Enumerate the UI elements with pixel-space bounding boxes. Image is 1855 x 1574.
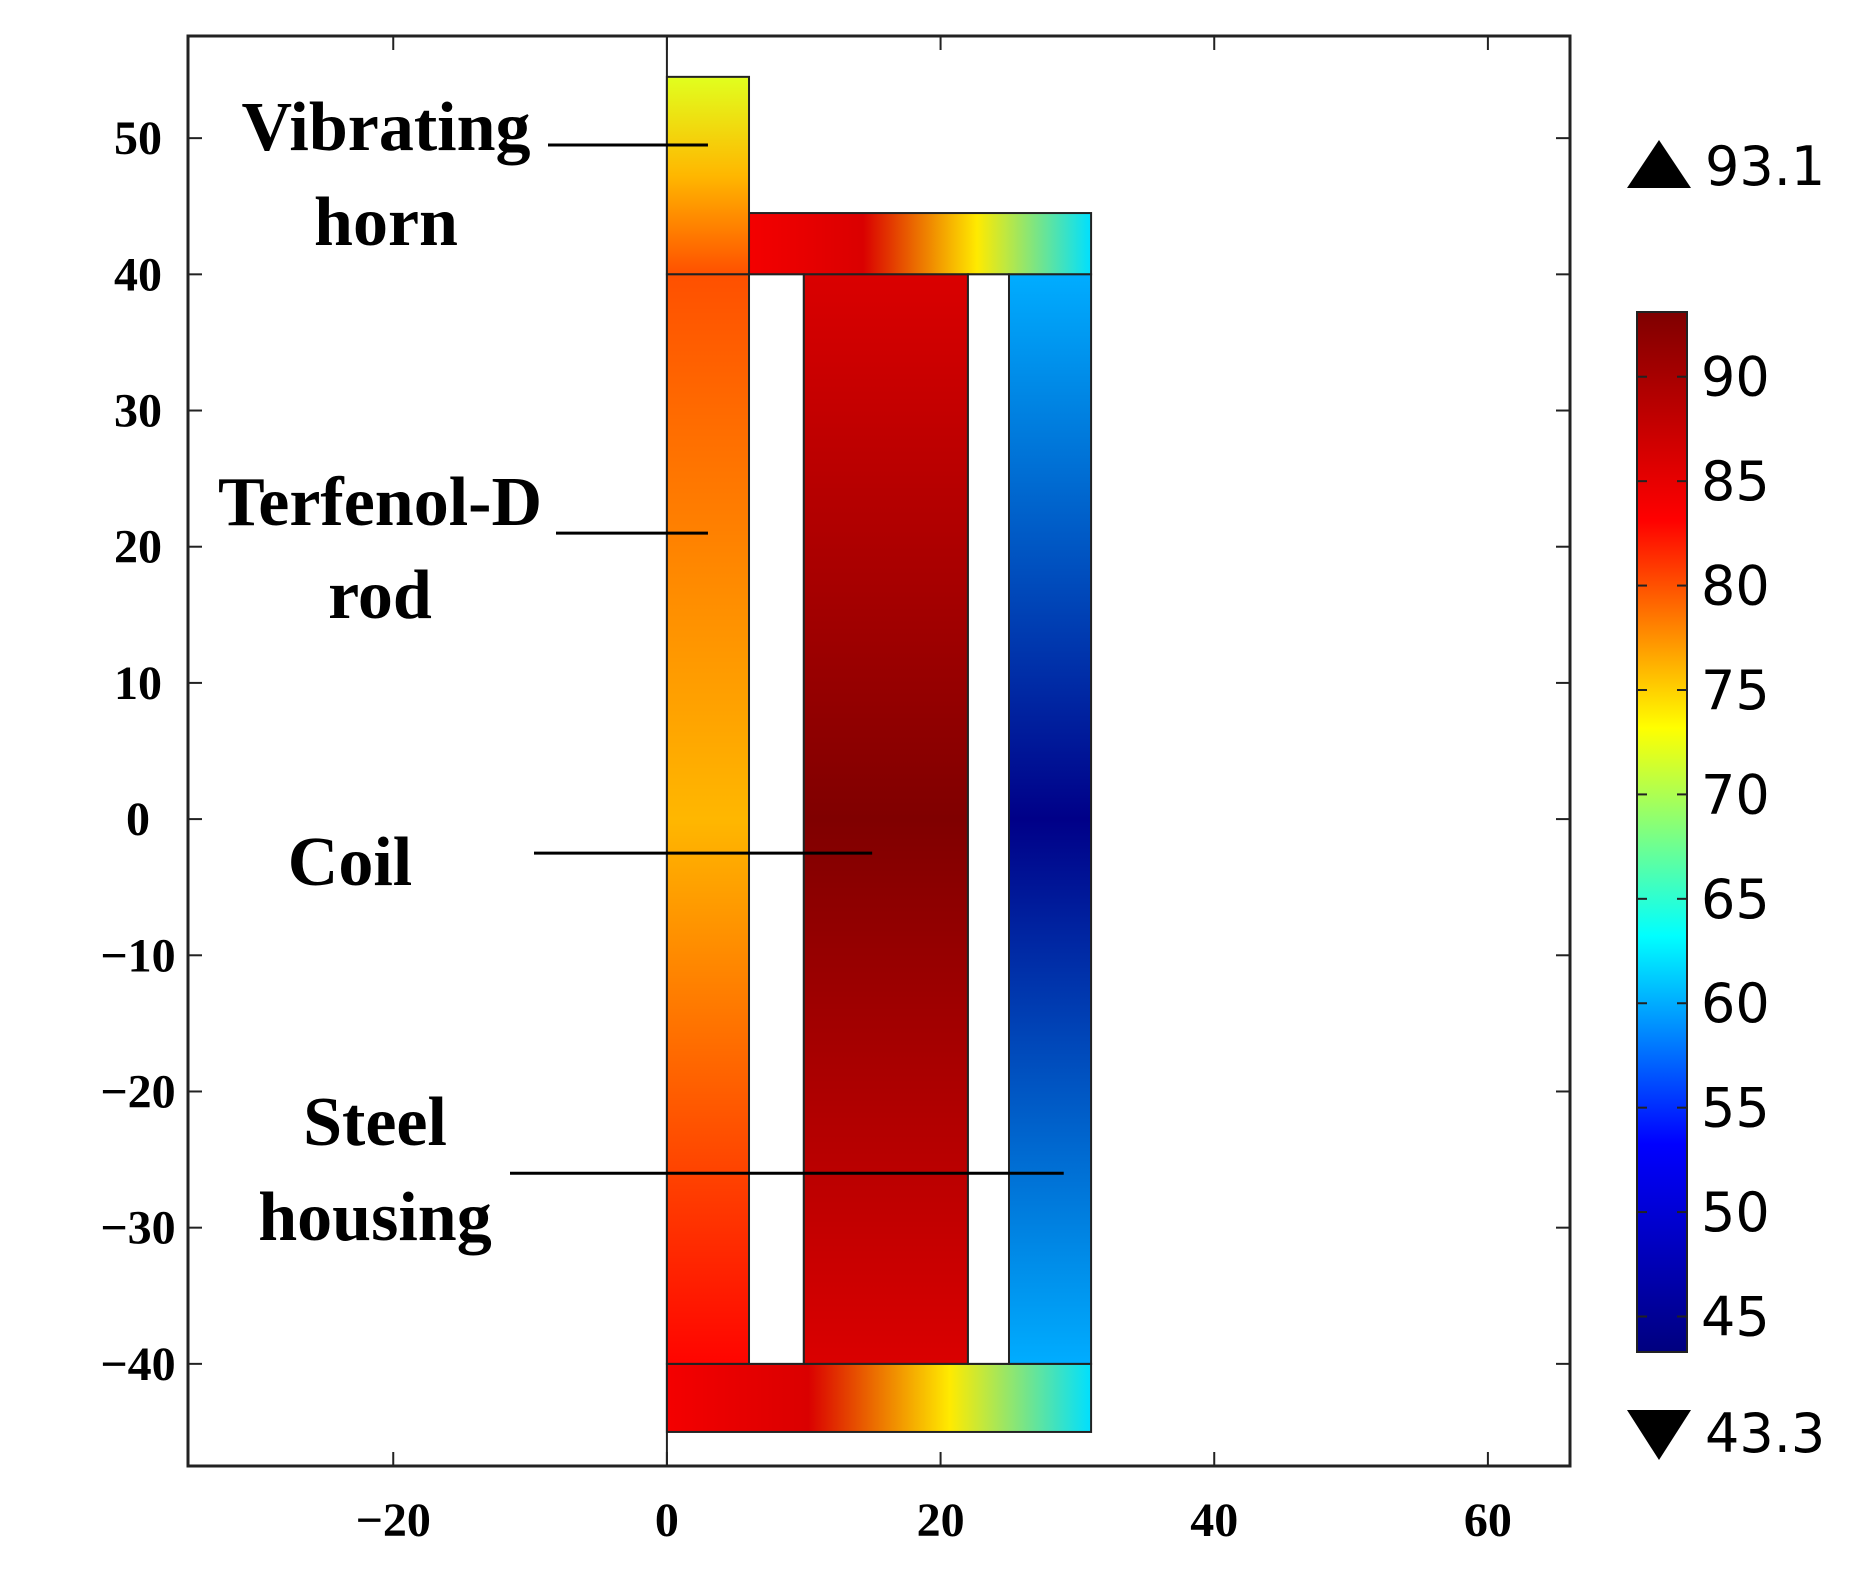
x-tick-label: 60	[1464, 1494, 1512, 1547]
air-gap-outer	[966, 273, 1010, 1365]
colorbar-gradient	[1636, 311, 1688, 1353]
y-tick-label: −10	[100, 929, 175, 982]
colorbar-tick-label: 60	[1701, 972, 1770, 1035]
annotation-coil: Coil	[288, 824, 873, 901]
field-regions	[665, 75, 1093, 1433]
colorbar-ticks: 90 85 80 75 70 65 60 55 50 45	[1637, 346, 1770, 1348]
air-gap-inner	[748, 273, 805, 1365]
y-tick-label: 50	[114, 112, 162, 165]
colorbar-tick-label: 45	[1701, 1285, 1770, 1348]
annotation-label: Steel	[303, 1084, 447, 1161]
y-tick-label: 0	[126, 793, 150, 846]
colorbar-min-triangle-icon	[1627, 1410, 1691, 1460]
y-tick-label: −40	[100, 1338, 175, 1391]
annotation-steel-housing: Steel housing	[258, 1084, 1064, 1256]
colorbar-tick-label: 75	[1701, 659, 1770, 722]
annotation-label: housing	[258, 1179, 491, 1256]
annotations: Vibrating horn Terfenol-D rod Coil Steel housi…	[218, 89, 1064, 1256]
region-steel-housing-bottom-plate	[665, 1362, 1093, 1433]
colorbar-tick-label: 65	[1701, 868, 1770, 931]
colorbar-max-label: 93.1	[1705, 135, 1825, 198]
x-tick-label: 40	[1190, 1494, 1238, 1547]
x-tick-label: 20	[917, 1494, 965, 1547]
x-tick-label: −20	[356, 1494, 431, 1547]
annotation-label: Vibrating	[241, 89, 530, 166]
y-axis-ticks: 50 40 30 20 10 0 −10 −20 −30 −40	[100, 112, 1570, 1391]
annotation-label: Terfenol-D	[218, 464, 542, 541]
region-coil	[802, 273, 969, 1365]
colorbar-max-triangle-icon	[1627, 140, 1691, 188]
y-tick-label: 10	[114, 657, 162, 710]
colorbar-tick-label: 90	[1701, 346, 1770, 409]
colorbar-tick-label: 85	[1701, 450, 1770, 513]
y-tick-label: 30	[114, 385, 162, 438]
x-axis-ticks: −20 0 20 40 60	[356, 36, 1512, 1547]
annotation-vibrating-horn: Vibrating horn	[241, 89, 708, 261]
colorbar-tick-label: 55	[1701, 1077, 1770, 1140]
y-tick-label: 40	[114, 248, 162, 301]
y-tick-label: 20	[114, 521, 162, 574]
annotation-label: Coil	[288, 824, 412, 901]
y-tick-label: −20	[100, 1065, 175, 1118]
x-tick-label: 0	[655, 1494, 679, 1547]
colorbar: 93.1 43.3 90 85 80 75 70 65 60 55 50 45	[1627, 135, 1825, 1465]
y-tick-label: −30	[100, 1202, 175, 1255]
colorbar-min-label: 43.3	[1705, 1402, 1825, 1465]
region-steel-housing-top-plate	[748, 212, 1093, 276]
colorbar-tick-label: 50	[1701, 1181, 1770, 1244]
annotation-terfenol-d-rod: Terfenol-D rod	[218, 464, 708, 634]
region-terfenol-d-rod	[665, 273, 751, 1365]
region-steel-housing-outer-wall	[1007, 273, 1093, 1365]
colorbar-tick-label: 80	[1701, 555, 1770, 618]
colorbar-tick-label: 70	[1701, 763, 1770, 826]
region-vibrating-horn	[665, 75, 751, 276]
annotation-label: horn	[314, 184, 458, 261]
annotation-label: rod	[328, 557, 432, 634]
